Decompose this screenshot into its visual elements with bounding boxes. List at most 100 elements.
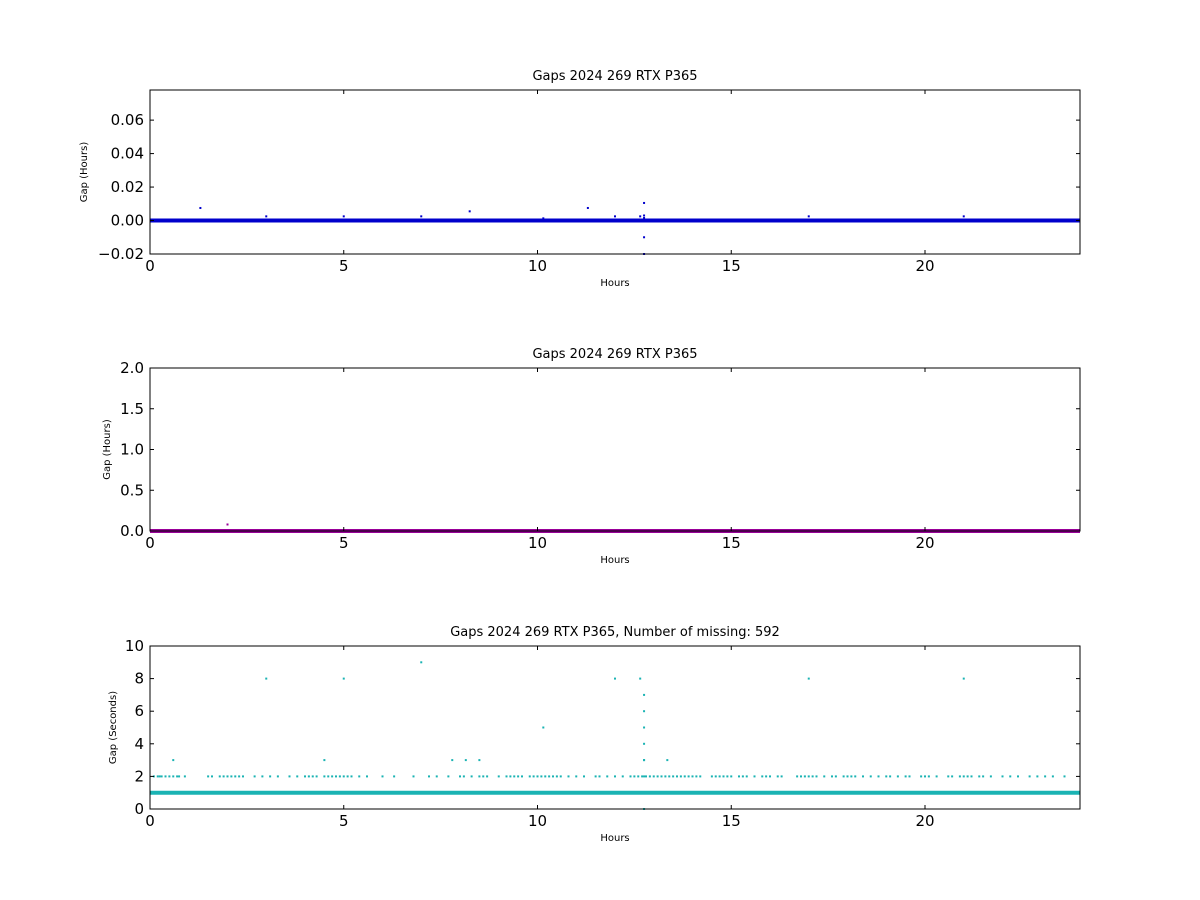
data-point	[621, 775, 624, 778]
data-point	[614, 775, 616, 778]
data-point	[536, 775, 539, 778]
data-point	[683, 775, 686, 778]
data-point	[517, 775, 520, 778]
data-point	[288, 775, 291, 778]
data-point	[637, 775, 640, 778]
data-point	[1063, 775, 1066, 778]
data-point	[199, 206, 202, 209]
data-point	[947, 775, 950, 778]
data-point	[160, 775, 163, 778]
data-point	[834, 775, 837, 778]
data-point	[989, 775, 992, 778]
data-point	[470, 775, 473, 778]
data-point	[695, 775, 698, 778]
data-point	[559, 775, 562, 778]
data-point	[679, 775, 682, 778]
data-point	[643, 710, 646, 713]
data-point	[261, 775, 264, 778]
data-point	[643, 217, 646, 220]
data-point	[641, 775, 644, 778]
data-point	[342, 677, 345, 680]
data-point	[643, 236, 646, 239]
data-point	[307, 775, 310, 778]
data-point	[1036, 775, 1039, 778]
data-point	[807, 775, 810, 778]
data-point	[226, 523, 229, 526]
data-point	[542, 726, 545, 729]
data-point	[639, 677, 642, 680]
data-point	[304, 775, 306, 778]
data-point	[676, 775, 678, 778]
data-point	[226, 775, 229, 778]
data-point	[738, 775, 740, 778]
data-point	[176, 775, 179, 778]
data-point	[331, 775, 334, 778]
data-point	[567, 775, 570, 778]
data-point	[935, 775, 938, 778]
data-point	[468, 210, 471, 213]
data-point	[486, 775, 489, 778]
data-point	[1001, 775, 1004, 778]
data-point	[366, 775, 368, 778]
data-point	[164, 775, 167, 778]
data-point	[869, 775, 872, 778]
data-point	[342, 775, 345, 778]
data-point	[962, 677, 965, 680]
data-point	[211, 775, 213, 778]
data-point	[982, 775, 985, 778]
y-tick-label: 0.04	[111, 145, 144, 163]
data-point	[172, 775, 175, 778]
data-point	[242, 775, 244, 778]
chart-title: Gaps 2024 269 RTX P365, Number of missin…	[450, 625, 780, 640]
data-point	[633, 775, 636, 778]
data-point	[962, 775, 965, 778]
y-tick-label: 2.0	[120, 359, 144, 377]
data-point	[889, 775, 892, 778]
data-point	[780, 775, 783, 778]
plot-frame	[149, 367, 1081, 532]
data-point	[660, 775, 663, 778]
data-point	[350, 775, 353, 778]
data-point	[962, 215, 965, 218]
y-tick-label: 0.0	[120, 522, 144, 540]
data-point	[769, 775, 771, 778]
y-tick-label: 10	[125, 637, 144, 655]
y-tick-label: 0.00	[111, 212, 144, 230]
data-point	[521, 775, 523, 778]
data-point	[447, 775, 450, 778]
data-point	[924, 775, 926, 778]
x-axis-label: Hours	[600, 278, 629, 289]
data-point	[687, 775, 690, 778]
data-point	[1017, 775, 1019, 778]
data-point	[614, 215, 616, 218]
plot-frame	[149, 89, 1081, 255]
data-point	[629, 775, 632, 778]
data-point	[555, 775, 558, 778]
data-point	[815, 775, 818, 778]
data-point	[583, 775, 585, 778]
x-tick-label: 20	[915, 257, 934, 275]
data-point	[323, 759, 326, 762]
data-point	[672, 775, 675, 778]
y-tick-label: 8	[134, 670, 144, 688]
data-point	[606, 775, 609, 778]
data-point	[296, 775, 299, 778]
data-point	[710, 775, 713, 778]
data-point	[927, 775, 930, 778]
data-point	[811, 775, 814, 778]
data-point	[548, 775, 551, 778]
data-point	[726, 775, 729, 778]
data-point	[451, 759, 454, 762]
data-point	[532, 775, 535, 778]
y-tick-label: 0	[134, 800, 144, 818]
data-point	[877, 775, 880, 778]
data-point	[428, 775, 430, 778]
data-point	[544, 775, 547, 778]
data-point	[207, 775, 210, 778]
data-point	[699, 775, 702, 778]
data-point	[542, 217, 545, 220]
plot-frame	[149, 645, 1081, 810]
data-point	[643, 775, 646, 778]
data-point	[643, 693, 646, 696]
y-axis-label: Gap (Hours)	[79, 142, 90, 203]
